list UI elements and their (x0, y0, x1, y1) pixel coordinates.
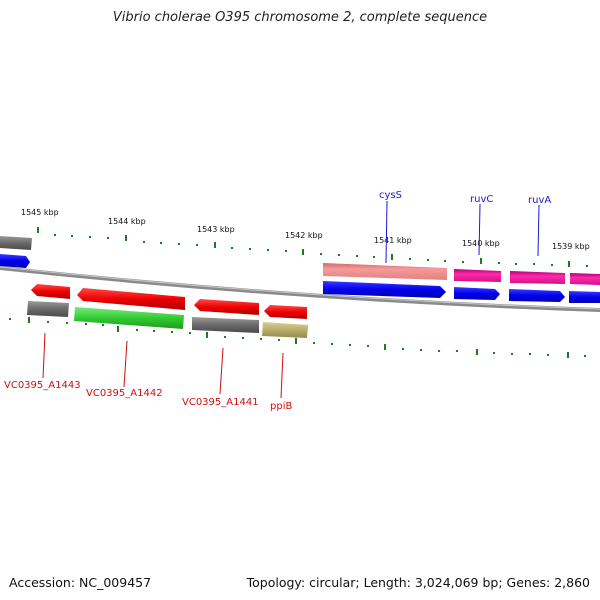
gene-feature-red-4[interactable] (264, 305, 307, 319)
scale-labels: 1545 kbp 1544 kbp 1543 kbp 1542 kbp 1541… (21, 208, 590, 251)
chromosome-backbone (0, 266, 600, 312)
scale-label-1544: 1544 kbp (108, 217, 146, 226)
scale-label-1545: 1545 kbp (21, 208, 59, 217)
gene-label-ruvC[interactable]: ruvC (470, 194, 493, 205)
gene-feature-VC0395_A1441[interactable] (192, 317, 259, 333)
chromosome-backbone-highlight (0, 266, 600, 310)
gene-label-ppiB[interactable]: ppiB (270, 401, 292, 412)
map-title: Vibrio cholerae O395 chromosome 2, compl… (112, 10, 488, 25)
gene-label-VC0395_A1443[interactable]: VC0395_A1443 (4, 380, 81, 391)
lower-tick-row (9, 317, 586, 358)
gene-label-ruvA[interactable]: ruvA (528, 195, 551, 206)
gene-feature-cysS[interactable] (323, 263, 447, 280)
gene-label-VC0395_A1441[interactable]: VC0395_A1441 (182, 397, 259, 408)
scale-label-1542: 1542 kbp (285, 231, 323, 240)
gene-feature-red-2[interactable] (77, 288, 185, 310)
scale-label-1541: 1541 kbp (374, 236, 412, 245)
gene-feature-ruvA[interactable] (510, 271, 565, 284)
gene-feature-VC0395_A1443[interactable] (27, 301, 69, 317)
gene-feature-gray-upper-left[interactable] (0, 236, 32, 250)
accession-text: Accession: NC_009457 (9, 575, 152, 590)
scale-label-1540: 1540 kbp (462, 239, 500, 248)
gene-feature-magenta-right[interactable] (570, 273, 600, 285)
top-label-leaders (385, 200, 540, 264)
gene-feature-ppiB[interactable] (262, 322, 308, 338)
gene-label-cysS[interactable]: cysS (379, 190, 402, 201)
gene-feature-blue-upper-left[interactable] (0, 254, 30, 268)
gene-feature-blue-1[interactable] (323, 281, 446, 298)
gene-feature-VC0395_A1442[interactable] (74, 307, 184, 329)
gene-feature-blue-2[interactable] (454, 287, 500, 300)
gene-feature-blue-4[interactable] (569, 291, 600, 303)
gene-feature-blue-3[interactable] (509, 289, 565, 302)
upper-tick-row (37, 227, 588, 267)
bottom-label-leaders (42, 332, 284, 399)
gene-feature-red-1[interactable] (31, 284, 70, 299)
scale-label-1543: 1543 kbp (197, 225, 235, 234)
gene-feature-red-3[interactable] (194, 299, 259, 315)
gene-feature-ruvC[interactable] (454, 269, 501, 282)
scale-label-1539: 1539 kbp (552, 242, 590, 251)
gene-label-VC0395_A1442[interactable]: VC0395_A1442 (86, 388, 163, 399)
topology-summary-text: Topology: circular; Length: 3,024,069 bp… (246, 575, 590, 590)
